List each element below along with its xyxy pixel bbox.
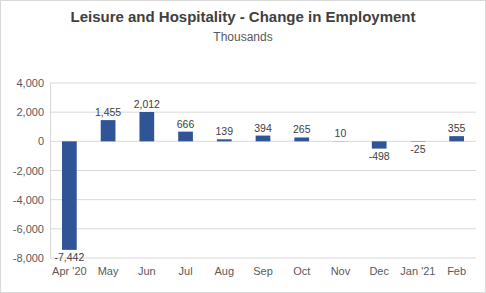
data-label: -25 [410,143,425,155]
x-tick-label: Nov [331,265,351,277]
x-tick: Aug [214,265,234,277]
y-tick-label: 4,000 [16,77,44,89]
bar [62,141,77,250]
y-tick-label: -8,000 [13,252,44,264]
x-tick-label: Jun [138,265,156,277]
y-tick: -6,000 [13,223,50,235]
x-tick-label: Aug [214,265,234,277]
data-label: 1,455 [95,106,121,118]
y-axis: -8,000 -6,000 -4,000 -2,000 0 2,000 4,000 [13,77,51,264]
grid-line [50,199,476,200]
bar [333,141,348,142]
chart-border [1,1,486,293]
data-label: 10 [335,127,347,139]
x-tick: Nov [331,265,351,277]
x-tick: Jun [138,265,156,277]
x-tick-label: Jul [179,265,193,277]
bar [449,136,464,141]
bar [294,137,309,141]
x-tick-label: Oct [293,265,310,277]
x-tick-label: Feb [447,265,466,277]
data-labels: -7,442 1,455 2,012 666 139 394 265 10 -498 -25 355 [54,98,465,263]
data-label: 2,012 [134,98,160,110]
bar [139,112,154,141]
x-tick: Apr '20 [52,265,87,277]
y-tick-label: -4,000 [13,194,44,206]
x-tick: Sep [253,265,273,277]
x-tick: Oct [293,265,310,277]
bar [178,132,193,142]
y-tick: -4,000 [13,194,50,206]
grid-line [50,83,476,84]
data-label: -7,442 [54,251,84,263]
y-tick-label: 0 [38,135,44,147]
y-tick: 4,000 [16,77,50,89]
x-tick: May [98,265,119,277]
bars [62,112,464,250]
subtitle: Thousands [213,30,272,44]
x-tick-label: Dec [369,265,389,277]
y-tick: 0 [38,135,50,147]
x-tick: Jan '21 [400,265,435,277]
bar [256,136,271,142]
x-tick-label: Apr '20 [52,265,87,277]
title: Leisure and Hospitality - Change in Empl… [70,8,415,25]
grid-line [50,228,476,229]
y-tick-label: 2,000 [16,106,44,118]
plot: -8,000 -6,000 -4,000 -2,000 0 2,000 4,000 Apr '… [13,77,476,277]
x-tick-label: Jan '21 [400,265,435,277]
data-label: 265 [293,123,311,135]
y-tick-label: -2,000 [13,165,44,177]
y-tick-label: -6,000 [13,223,44,235]
y-tick: 2,000 [16,106,50,118]
y-axis-line [50,84,51,259]
bar [372,141,387,148]
x-tick-label: Sep [253,265,273,277]
x-tick: Jul [179,265,193,277]
chart: Leisure and Hospitality - Change in Empl… [0,0,486,293]
data-label: 394 [254,122,272,134]
grid-line [50,258,476,259]
x-axis: Apr '20 May Jun Jul Aug Sep Oct Nov Dec Jan '21 Fe… [52,265,466,277]
bar [101,120,116,141]
data-label: -498 [369,150,390,162]
x-tick: Feb [447,265,466,277]
y-tick: -8,000 [13,252,50,264]
x-tick: Dec [369,265,389,277]
bar [217,139,232,141]
grid [50,83,476,258]
x-tick-label: May [98,265,119,277]
data-label: 355 [448,122,466,134]
grid-line [50,170,476,171]
data-label: 666 [177,118,195,130]
data-label: 139 [216,125,234,137]
y-tick: -2,000 [13,165,50,177]
